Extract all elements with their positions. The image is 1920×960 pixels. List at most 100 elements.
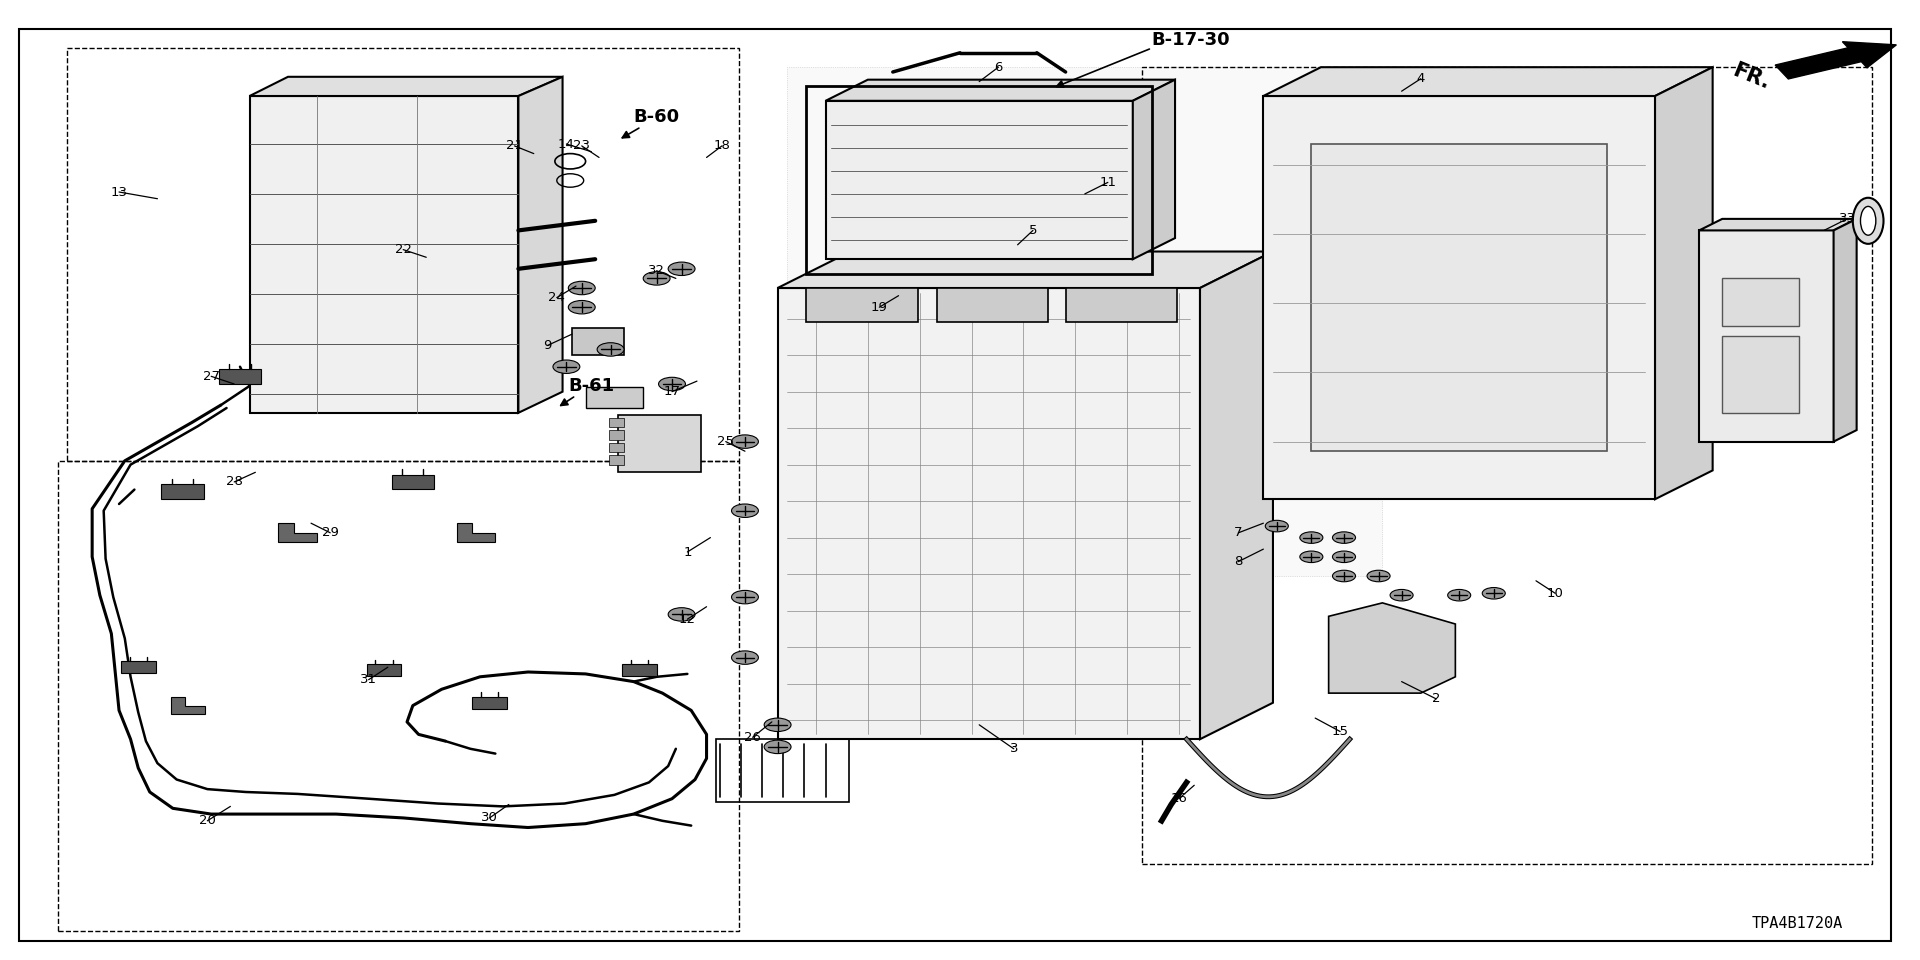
Ellipse shape (1860, 206, 1876, 235)
Ellipse shape (1853, 198, 1884, 244)
Text: 9: 9 (543, 339, 551, 352)
Bar (58, 461, 739, 931)
Text: 17: 17 (664, 385, 680, 398)
Text: 14: 14 (559, 137, 574, 151)
Bar (609, 430, 624, 440)
Text: 31: 31 (361, 673, 376, 686)
Circle shape (732, 435, 758, 448)
Bar (161, 484, 204, 499)
Text: 6: 6 (995, 60, 1002, 74)
Circle shape (1332, 551, 1356, 563)
Text: 13: 13 (111, 185, 127, 199)
Text: B-60: B-60 (634, 108, 680, 126)
Circle shape (732, 590, 758, 604)
Text: 7: 7 (1235, 526, 1242, 540)
Bar (1066, 288, 1177, 322)
Text: 19: 19 (872, 300, 887, 314)
Bar (716, 739, 849, 802)
Polygon shape (778, 288, 1200, 739)
Bar (1722, 336, 1799, 413)
Polygon shape (1311, 144, 1607, 451)
Text: 11: 11 (1100, 176, 1116, 189)
Circle shape (764, 740, 791, 754)
Circle shape (568, 281, 595, 295)
Text: 2: 2 (1432, 692, 1440, 706)
Polygon shape (1655, 67, 1713, 499)
Circle shape (1390, 589, 1413, 601)
Text: B-17-30: B-17-30 (1152, 32, 1229, 49)
Circle shape (732, 504, 758, 517)
Text: 4: 4 (1417, 72, 1425, 85)
Text: 16: 16 (1171, 792, 1187, 805)
Text: FR.: FR. (1730, 60, 1772, 93)
Bar (392, 474, 434, 490)
Bar (609, 455, 624, 465)
Bar (121, 661, 156, 673)
Bar (609, 443, 624, 452)
Circle shape (1332, 532, 1356, 543)
Circle shape (1332, 570, 1356, 582)
Polygon shape (1834, 219, 1857, 442)
Text: 10: 10 (1548, 587, 1563, 600)
Polygon shape (1133, 80, 1175, 259)
Text: 25: 25 (718, 435, 733, 448)
Text: TPA4B1720A: TPA4B1720A (1751, 916, 1843, 931)
Circle shape (668, 608, 695, 621)
Text: B-61: B-61 (568, 377, 614, 395)
Text: 1: 1 (684, 545, 691, 559)
Polygon shape (826, 101, 1133, 259)
Text: 24: 24 (549, 291, 564, 304)
Polygon shape (250, 96, 518, 413)
Circle shape (1448, 589, 1471, 601)
Bar (622, 664, 657, 676)
Circle shape (668, 262, 695, 276)
Polygon shape (1699, 219, 1857, 230)
Polygon shape (278, 523, 317, 542)
Text: 18: 18 (714, 139, 730, 153)
Polygon shape (826, 80, 1175, 101)
Circle shape (1300, 551, 1323, 563)
Polygon shape (171, 697, 205, 714)
Text: 28: 28 (227, 475, 242, 489)
Polygon shape (1699, 230, 1834, 442)
Text: 29: 29 (323, 526, 338, 540)
Text: 26: 26 (745, 731, 760, 744)
Polygon shape (1200, 252, 1273, 739)
Text: 32: 32 (649, 264, 664, 277)
Polygon shape (457, 523, 495, 542)
Polygon shape (1263, 67, 1713, 96)
Circle shape (568, 300, 595, 314)
Text: 30: 30 (482, 811, 497, 825)
Bar (1142, 67, 1872, 864)
Circle shape (597, 343, 624, 356)
Bar (806, 86, 1152, 274)
Bar (472, 697, 507, 708)
Text: 22: 22 (396, 243, 411, 256)
Circle shape (764, 718, 791, 732)
Bar (787, 67, 1382, 576)
Polygon shape (1263, 96, 1655, 499)
Circle shape (1265, 520, 1288, 532)
Bar (219, 369, 261, 384)
Text: 8: 8 (1235, 555, 1242, 568)
Text: 15: 15 (1332, 725, 1348, 738)
Bar (806, 288, 918, 322)
Bar (609, 418, 624, 427)
Text: 27: 27 (204, 370, 219, 383)
Text: 23: 23 (574, 139, 589, 153)
Text: 33: 33 (1839, 212, 1855, 226)
Circle shape (1367, 570, 1390, 582)
Text: 20: 20 (200, 814, 215, 828)
Circle shape (732, 651, 758, 664)
Polygon shape (1329, 603, 1455, 693)
Bar (367, 664, 401, 676)
Circle shape (643, 272, 670, 285)
Text: 12: 12 (680, 612, 695, 626)
Circle shape (1482, 588, 1505, 599)
Circle shape (1300, 532, 1323, 543)
Bar (1722, 278, 1799, 326)
Polygon shape (250, 77, 563, 96)
Bar (937, 288, 1048, 322)
Circle shape (659, 377, 685, 391)
FancyArrow shape (1776, 41, 1897, 79)
